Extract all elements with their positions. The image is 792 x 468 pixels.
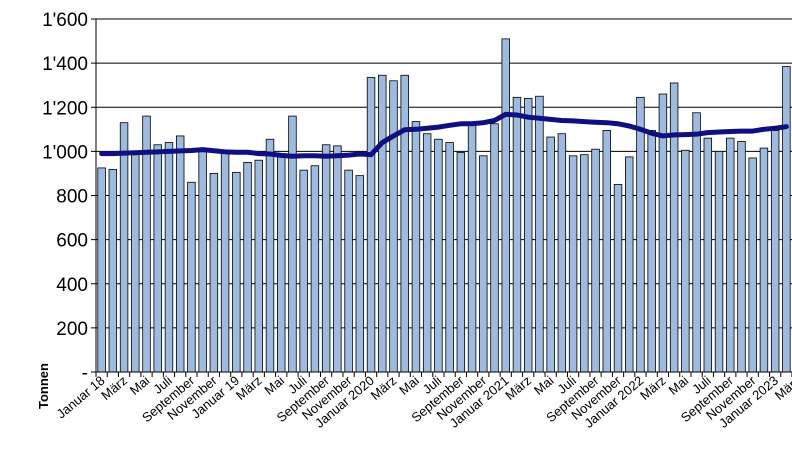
bar xyxy=(209,173,219,373)
bar xyxy=(636,96,645,373)
bar xyxy=(490,123,499,373)
bar xyxy=(366,77,376,373)
bar xyxy=(703,137,713,373)
bar xyxy=(299,169,308,373)
bar xyxy=(321,144,331,373)
bar xyxy=(613,184,623,373)
bar xyxy=(164,142,174,373)
bar xyxy=(153,144,162,373)
bar xyxy=(557,133,567,373)
bar xyxy=(625,156,634,373)
bar xyxy=(479,155,488,373)
x-axis-tick-labels: Januar 18MärzMaiJuliSeptemberNovemberJan… xyxy=(54,372,792,430)
x-tick-label: März xyxy=(233,373,265,403)
y-tick-label: - xyxy=(82,363,88,384)
bar xyxy=(400,74,409,373)
bar xyxy=(277,156,286,373)
x-tick-label: März xyxy=(502,373,534,403)
bar xyxy=(422,133,432,373)
trend-line xyxy=(99,111,789,159)
bar xyxy=(759,147,769,373)
bar xyxy=(748,157,757,373)
bar xyxy=(467,122,477,373)
bar xyxy=(175,135,185,373)
y-tick-label: 1'000 xyxy=(42,142,88,163)
bar xyxy=(254,159,263,373)
bar xyxy=(378,74,387,373)
bar-series xyxy=(97,38,791,373)
y-tick-label: 200 xyxy=(56,319,88,340)
bar xyxy=(681,149,690,373)
y-tick-label: 1'600 xyxy=(42,10,88,31)
bar xyxy=(602,130,611,373)
bar xyxy=(591,148,600,373)
x-tick-label: Mai xyxy=(531,373,557,398)
bar xyxy=(389,80,398,373)
bar xyxy=(669,82,679,373)
x-tick-label: März xyxy=(98,373,130,403)
bar xyxy=(546,136,555,373)
x-tick-label: März xyxy=(637,373,669,403)
bar xyxy=(568,155,578,373)
bar xyxy=(97,167,106,373)
bar xyxy=(737,141,746,373)
x-tick-label: Mai xyxy=(666,373,692,398)
y-tick-label: 1'200 xyxy=(42,98,88,119)
bar xyxy=(232,171,241,373)
bar xyxy=(434,138,443,373)
y-tick-label: 600 xyxy=(56,231,88,252)
bar xyxy=(726,137,735,373)
bar xyxy=(344,169,353,373)
axes xyxy=(91,18,792,377)
bar xyxy=(108,169,118,373)
x-tick-label: Mai xyxy=(396,373,422,398)
bar xyxy=(692,112,701,373)
bar xyxy=(523,98,533,373)
x-tick-label: Januar 18 xyxy=(54,373,108,422)
bar xyxy=(198,150,207,373)
bar xyxy=(411,121,421,373)
bar xyxy=(265,138,275,373)
bar xyxy=(580,154,589,373)
bar xyxy=(770,130,780,373)
bar xyxy=(310,165,320,373)
bar xyxy=(535,95,544,373)
trend-line-series xyxy=(99,111,789,159)
bar xyxy=(187,181,196,373)
bar xyxy=(355,175,365,373)
bar xyxy=(119,122,129,373)
x-tick-label: März xyxy=(368,373,400,403)
bar xyxy=(131,153,140,373)
bar xyxy=(501,38,510,373)
bar xyxy=(782,66,791,373)
y-tick-label: 1'400 xyxy=(42,54,88,75)
y-axis-label: Tonnen xyxy=(36,363,51,409)
bar xyxy=(456,152,466,373)
bar xyxy=(243,162,252,373)
bar xyxy=(512,96,522,373)
x-tick-label: Mai xyxy=(261,373,287,398)
y-tick-label: 800 xyxy=(56,187,88,208)
bar xyxy=(714,150,724,373)
x-tick-label: Mai xyxy=(127,373,153,398)
bar xyxy=(333,145,342,373)
bar xyxy=(220,153,230,373)
y-tick-label: 400 xyxy=(56,275,88,296)
y-axis-tick-labels: - 200 400 600 800 1'000 1'200 1'400 1'600 xyxy=(42,10,88,384)
bar xyxy=(647,130,656,373)
bar xyxy=(445,142,454,373)
